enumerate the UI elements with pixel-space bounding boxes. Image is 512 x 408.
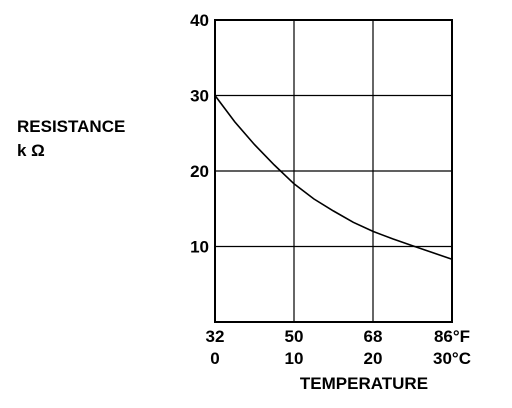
y-tick-label-40: 40	[190, 11, 209, 30]
x-tick-label-f-3: 86°F	[434, 327, 470, 346]
x-tick-label-c-2: 20	[364, 349, 383, 368]
y-axis-title-line2: k Ω	[17, 141, 45, 160]
x-tick-label-c-0: 0	[210, 349, 219, 368]
x-tick-label-c-1: 10	[285, 349, 304, 368]
y-axis-title-line1: RESISTANCE	[17, 117, 125, 136]
x-tick-label-f-0: 32	[206, 327, 225, 346]
y-tick-label-10: 10	[190, 238, 209, 257]
y-tick-label-30: 30	[190, 87, 209, 106]
y-tick-label-20: 20	[190, 162, 209, 181]
y-tick-labels: 10 20 30 40	[190, 11, 209, 257]
x-tick-labels: 32 0 50 10 68 20 86°F 30°C	[206, 327, 471, 368]
plot-frame	[214, 19, 453, 323]
x-tick-label-c-3: 30°C	[433, 349, 471, 368]
x-tick-label-f-1: 50	[285, 327, 304, 346]
grid-lines	[215, 20, 452, 322]
x-tick-label-f-2: 68	[364, 327, 383, 346]
resistance-curve	[214, 95, 453, 261]
x-axis-title: TEMPERATURE	[300, 374, 428, 393]
